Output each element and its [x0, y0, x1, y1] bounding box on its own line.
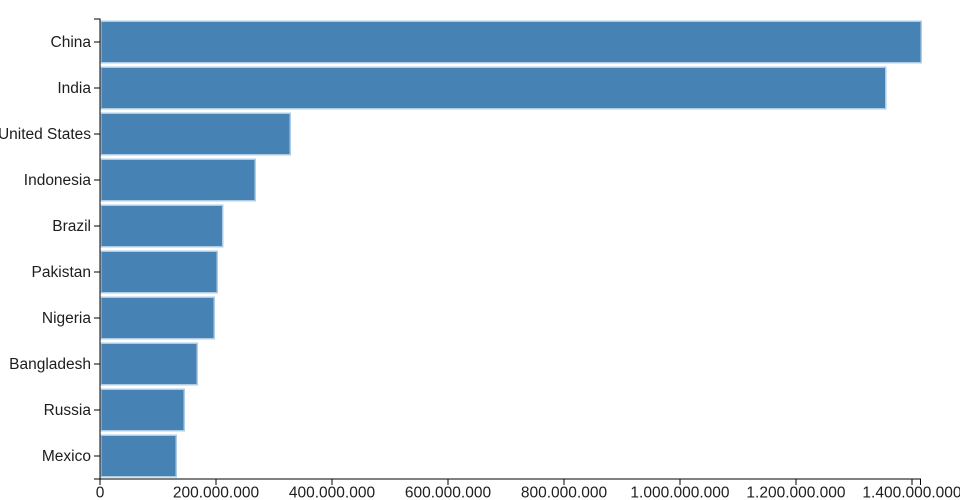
y-axis-label-pakistan: Pakistan	[32, 264, 91, 281]
y-axis-label-brazil: Brazil	[52, 218, 91, 235]
y-axis-label-bangladesh: Bangladesh	[9, 356, 91, 373]
bar-india	[99, 66, 887, 110]
x-axis-tick-label: 800.000.000	[521, 485, 608, 500]
bar-china	[99, 20, 922, 64]
y-axis-label-india: India	[57, 80, 91, 97]
y-axis-label-mexico: Mexico	[42, 448, 91, 465]
x-axis-tick-label: 1.000.000.000	[630, 485, 730, 500]
y-axis-label-united-states: United States	[0, 126, 91, 143]
x-axis-tick-label: 200.000.000	[173, 485, 260, 500]
y-axis: China India United States Indonesia Brazil Pa…	[0, 18, 101, 480]
x-axis-tick-label: 1.400.000.000	[862, 485, 960, 500]
bar-mexico	[99, 434, 178, 478]
bar-brazil	[99, 204, 224, 248]
bar-russia	[99, 388, 185, 432]
x-axis: 0 200.000.000 400.000.000 600.000.000 800.00…	[96, 478, 960, 500]
bar-nigeria	[99, 296, 215, 340]
bar-pakistan	[99, 250, 218, 294]
y-axis-label-china: China	[51, 34, 92, 51]
y-axis-label-russia: Russia	[44, 402, 92, 419]
bar-bangladesh	[99, 342, 198, 386]
x-axis-tick-label: 0	[96, 485, 105, 500]
bar-indonesia	[99, 158, 256, 202]
y-axis-label-nigeria: Nigeria	[42, 310, 91, 327]
x-axis-tick-label: 1.200.000.000	[746, 485, 846, 500]
x-axis-tick-label: 400.000.000	[289, 485, 376, 500]
y-axis-label-indonesia: Indonesia	[24, 172, 92, 189]
y-axis-line	[94, 18, 101, 480]
bars-group	[99, 20, 922, 478]
bar-united-states	[99, 112, 291, 156]
x-axis-tick-label: 600.000.000	[405, 485, 492, 500]
